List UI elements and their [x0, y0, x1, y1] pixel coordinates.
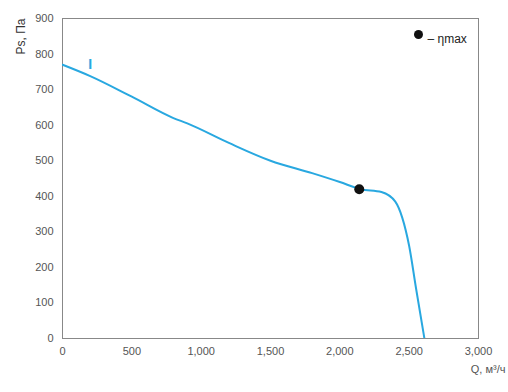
- svg-text:2,500: 2,500: [395, 345, 423, 357]
- svg-text:0: 0: [59, 345, 65, 357]
- svg-text:Q, м³/ч: Q, м³/ч: [471, 363, 506, 375]
- svg-text:500: 500: [123, 345, 141, 357]
- svg-text:1,000: 1,000: [187, 345, 215, 357]
- svg-text:2,000: 2,000: [326, 345, 354, 357]
- svg-text:200: 200: [35, 261, 53, 273]
- svg-text:1,500: 1,500: [257, 345, 285, 357]
- svg-text:0: 0: [47, 332, 53, 344]
- svg-text:Ps, Па: Ps, Па: [14, 18, 28, 54]
- svg-text:800: 800: [35, 48, 53, 60]
- svg-text:900: 900: [35, 12, 53, 24]
- svg-text:100: 100: [35, 296, 53, 308]
- svg-text:500: 500: [35, 154, 53, 166]
- svg-text:400: 400: [35, 190, 53, 202]
- svg-text:– ηmax: – ηmax: [428, 32, 467, 46]
- svg-text:3,000: 3,000: [465, 345, 493, 357]
- svg-text:600: 600: [35, 119, 53, 131]
- svg-text:I: I: [88, 56, 92, 72]
- svg-text:300: 300: [35, 225, 53, 237]
- svg-text:700: 700: [35, 83, 53, 95]
